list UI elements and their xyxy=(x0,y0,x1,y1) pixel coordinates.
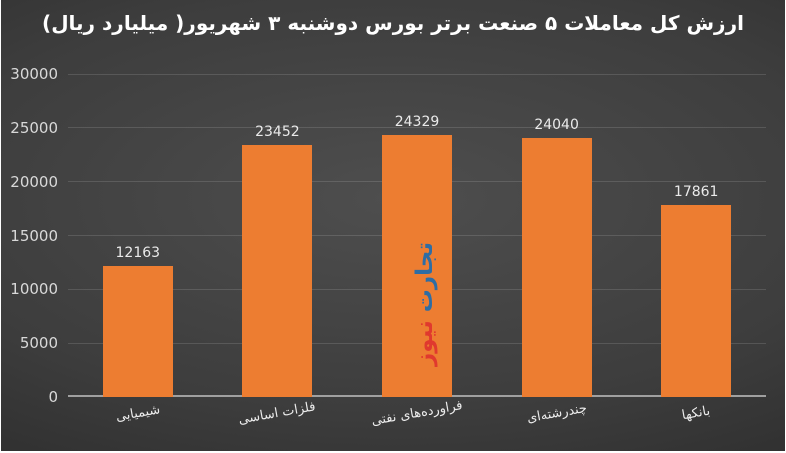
bar-value-label: 12163 xyxy=(115,245,161,262)
bar-5 xyxy=(661,204,732,397)
x-category-label: بانکها xyxy=(680,403,712,424)
y-tick-label: 25000 xyxy=(10,118,58,137)
y-tick-label: 15000 xyxy=(10,226,58,245)
gridline xyxy=(68,127,766,129)
y-tick-label: 5000 xyxy=(19,334,58,353)
watermark-word-blue: تجارت xyxy=(412,242,438,313)
bar-1 xyxy=(102,266,173,397)
y-tick-label: 30000 xyxy=(10,65,58,83)
x-category-label: فراورده‌های نفتی xyxy=(370,398,464,429)
y-tick-label: 0 xyxy=(48,388,58,406)
bar-2 xyxy=(242,144,313,397)
bar-4 xyxy=(521,138,592,397)
bar-value-label: 24329 xyxy=(394,114,440,131)
bar-value-label: 23452 xyxy=(255,123,300,140)
chart-title: ارزش کل معاملات ۵ صنعت برتر بورس دوشنبه … xyxy=(42,11,744,35)
watermark-word-red: نیوز xyxy=(412,320,438,366)
bar-3 xyxy=(382,135,452,397)
x-category-label: چندرشته‌ای xyxy=(525,400,588,427)
y-tick-label: 20000 xyxy=(10,172,58,191)
plot-area: 0 5000 10000 15000 20000 25000 30000 12163 شیمیا… xyxy=(10,65,766,429)
gridline xyxy=(68,73,766,75)
bar-value-label: 24040 xyxy=(534,117,579,134)
bar-value-label: 17861 xyxy=(673,183,719,200)
x-category-label: شیمیایی xyxy=(114,402,162,425)
y-tick-label: 10000 xyxy=(10,280,58,299)
x-category-label: فلزات اساسی xyxy=(237,399,318,428)
tejarat-news-watermark: تجارت نیوز xyxy=(412,242,438,366)
